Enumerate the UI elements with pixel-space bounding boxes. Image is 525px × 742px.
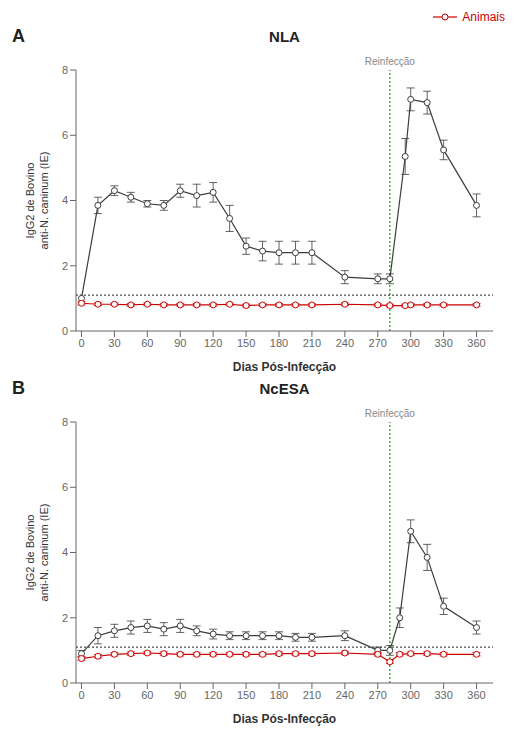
- svg-text:0: 0: [62, 677, 68, 689]
- svg-text:90: 90: [174, 337, 186, 349]
- svg-text:anti-N. caninum (IE): anti-N. caninum (IE): [38, 504, 50, 602]
- svg-text:90: 90: [174, 689, 186, 701]
- svg-text:0: 0: [78, 337, 84, 349]
- svg-text:300: 300: [402, 337, 420, 349]
- svg-text:6: 6: [62, 481, 68, 493]
- svg-text:6: 6: [62, 129, 68, 141]
- svg-text:150: 150: [237, 689, 255, 701]
- svg-text:330: 330: [434, 337, 452, 349]
- svg-text:240: 240: [336, 337, 354, 349]
- svg-text:0: 0: [78, 689, 84, 701]
- svg-text:Dias Pós-Infecção: Dias Pós-Infecção: [233, 712, 336, 726]
- svg-text:150: 150: [237, 337, 255, 349]
- svg-text:210: 210: [303, 689, 321, 701]
- svg-text:120: 120: [204, 337, 222, 349]
- svg-text:0: 0: [62, 325, 68, 337]
- html-text:Animais: Animais: [462, 10, 505, 24]
- svg-text:360: 360: [467, 689, 485, 701]
- svg-text:Reinfecção: Reinfecção: [365, 408, 415, 419]
- svg-text:Dias Pós-Infecção: Dias Pós-Infecção: [233, 360, 336, 374]
- svg-text:60: 60: [141, 337, 153, 349]
- svg-text:8: 8: [62, 64, 68, 76]
- svg-text:120: 120: [204, 689, 222, 701]
- svg-text:2: 2: [62, 260, 68, 272]
- svg-text:300: 300: [402, 689, 420, 701]
- svg-text:210: 210: [303, 337, 321, 349]
- svg-text:240: 240: [336, 689, 354, 701]
- svg-text:Reinfecção: Reinfecção: [365, 56, 415, 67]
- svg-text:330: 330: [434, 689, 452, 701]
- svg-text:4: 4: [62, 546, 68, 558]
- svg-text:60: 60: [141, 689, 153, 701]
- svg-text:270: 270: [369, 337, 387, 349]
- svg-text:2: 2: [62, 612, 68, 624]
- svg-text:270: 270: [369, 689, 387, 701]
- svg-text:30: 30: [108, 689, 120, 701]
- svg-text:anti-N. caninum (IE): anti-N. caninum (IE): [38, 152, 50, 250]
- html-text:A: A: [12, 26, 25, 46]
- svg-text:180: 180: [270, 689, 288, 701]
- svg-text:4: 4: [62, 194, 68, 206]
- svg-text:IgG2 de Bovino: IgG2 de Bovino: [24, 515, 36, 591]
- svg-text:360: 360: [467, 337, 485, 349]
- svg-text:180: 180: [270, 337, 288, 349]
- svg-text:IgG2 de Bovino: IgG2 de Bovino: [24, 163, 36, 239]
- html-text:NcESA: NcESA: [259, 380, 310, 397]
- svg-text:8: 8: [62, 416, 68, 428]
- html-text:NLA: NLA: [269, 28, 300, 45]
- svg-text:30: 30: [108, 337, 120, 349]
- html-text:B: B: [12, 378, 25, 398]
